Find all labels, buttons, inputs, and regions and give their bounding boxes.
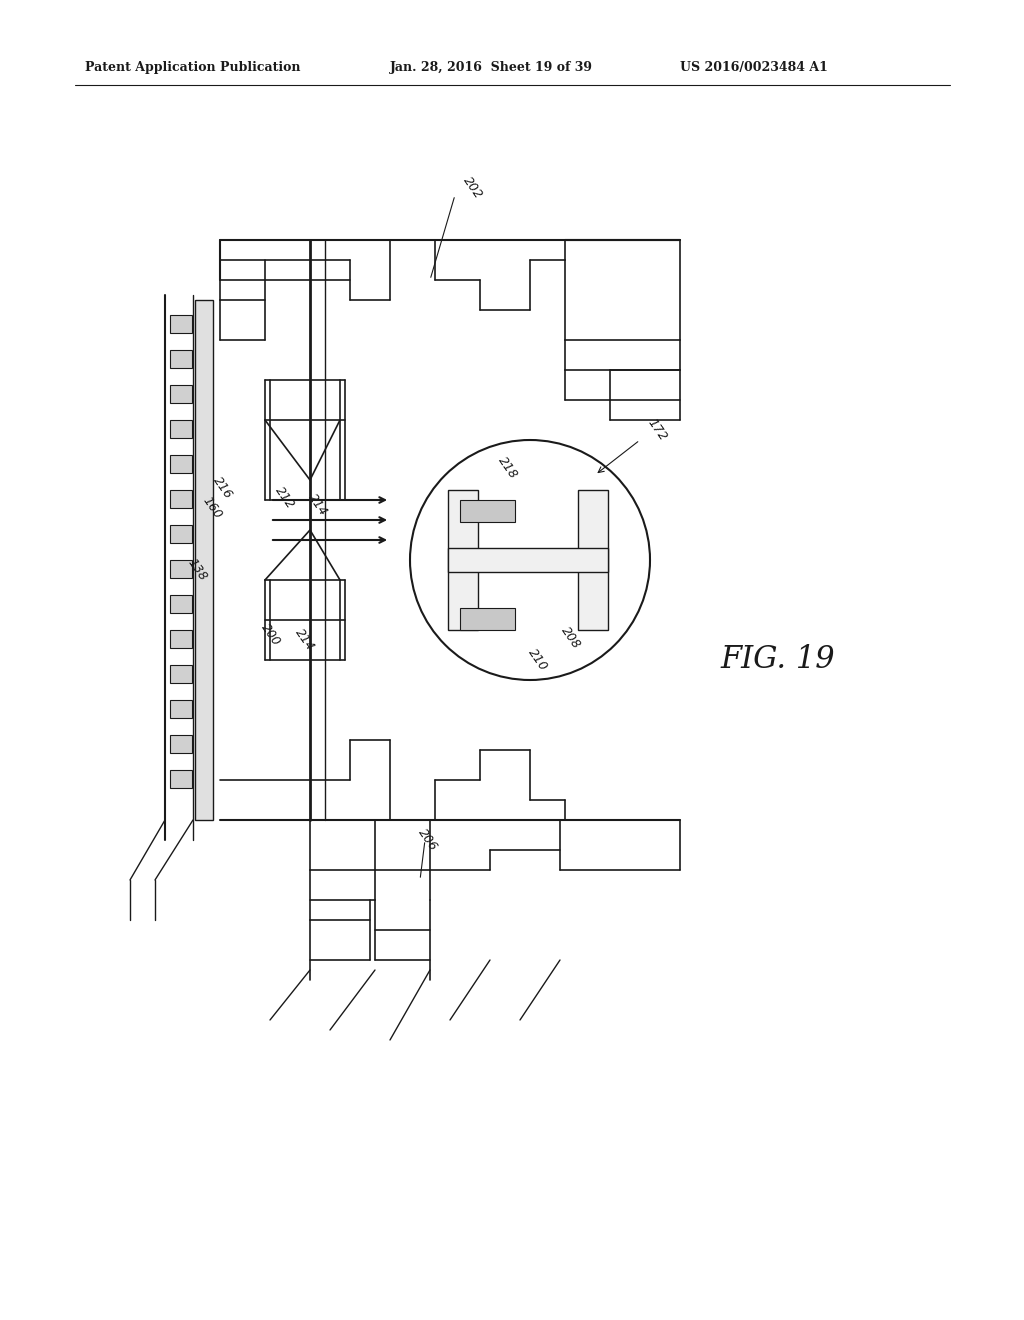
Text: 216: 216 [210,474,234,502]
Text: 138: 138 [185,557,210,583]
Bar [578,490,608,630]
Text: 208: 208 [558,624,583,652]
Text: 172: 172 [645,416,670,444]
Text: FIG. 19: FIG. 19 [720,644,835,676]
Text: 200: 200 [258,622,283,648]
Bar [170,630,193,648]
Text: 218: 218 [495,454,519,482]
Bar [170,525,193,543]
Bar [170,770,193,788]
Text: 214: 214 [292,627,316,653]
Bar [170,595,193,612]
Bar [460,500,515,521]
Text: 214: 214 [305,491,330,519]
Bar [449,490,478,630]
Bar [460,609,515,630]
Text: US 2016/0023484 A1: US 2016/0023484 A1 [680,62,827,74]
Bar [170,560,193,578]
Text: 160: 160 [200,495,224,521]
Text: Patent Application Publication: Patent Application Publication [85,62,300,74]
Text: 202: 202 [460,174,484,202]
Text: Jan. 28, 2016  Sheet 19 of 39: Jan. 28, 2016 Sheet 19 of 39 [390,62,593,74]
Bar [170,315,193,333]
Bar [170,350,193,368]
Bar [170,490,193,508]
Text: 206: 206 [415,826,439,854]
Bar [195,300,213,820]
Text: 212: 212 [272,484,296,512]
Bar [170,420,193,438]
Bar [170,455,193,473]
Bar [170,665,193,682]
Bar [170,385,193,403]
Text: 210: 210 [525,647,550,673]
Bar [170,700,193,718]
Bar [170,735,193,752]
Bar [449,548,608,572]
